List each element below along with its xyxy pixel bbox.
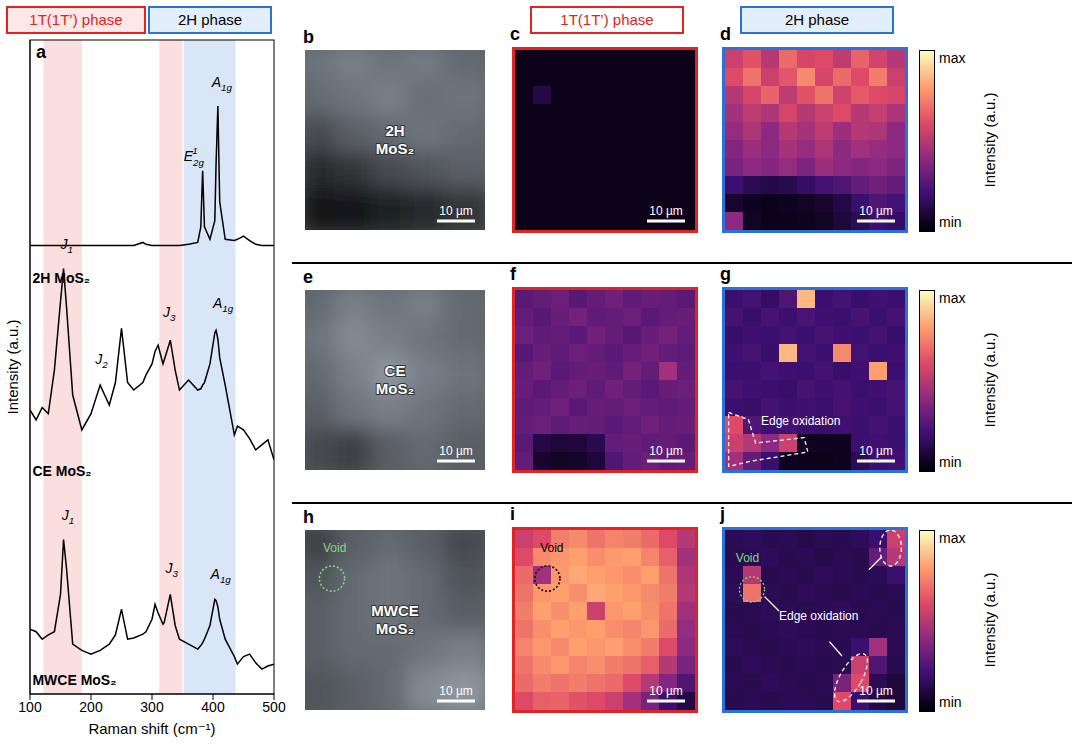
svg-text:Intensity (a.u.): Intensity (a.u.) [981, 572, 998, 667]
svg-text:10 µm: 10 µm [859, 684, 893, 698]
svg-text:J3: J3 [162, 304, 176, 323]
html-text:c: c [510, 24, 520, 44]
html-text:j: j [720, 504, 725, 524]
html-text:2H phase: 2H phase [177, 11, 243, 28]
svg-text:Void: Void [736, 551, 759, 565]
html-text:b: b [303, 27, 314, 47]
html-text:min: min [939, 214, 962, 230]
svg-text:J1: J1 [61, 507, 74, 526]
html-text:1T(1T’) phase: 1T(1T’) phase [29, 11, 123, 28]
svg-text:E2g1: E2g1 [184, 145, 205, 168]
svg-text:Edge oxidation: Edge oxidation [761, 414, 840, 428]
svg-text:Void: Void [323, 541, 346, 555]
html-text:e: e [303, 267, 313, 287]
svg-text:A1g: A1g [212, 295, 234, 314]
svg-text:J3: J3 [164, 560, 178, 579]
html-text:f: f [510, 264, 516, 284]
svg-text:A1g: A1g [210, 566, 232, 585]
svg-text:400: 400 [201, 699, 225, 715]
html-text:min: min [939, 694, 962, 710]
html-text:max: max [939, 290, 966, 306]
html-text:h: h [303, 507, 314, 527]
svg-text:500: 500 [262, 699, 286, 715]
svg-text:a: a [36, 42, 47, 62]
svg-text:10 µm: 10 µm [649, 204, 683, 218]
svg-text:10 µm: 10 µm [649, 444, 683, 458]
svg-text:CEMoS₂: CEMoS₂ [376, 362, 414, 397]
svg-text:J1: J1 [60, 236, 73, 255]
svg-text:200: 200 [79, 699, 103, 715]
svg-text:10 µm: 10 µm [859, 444, 893, 458]
svg-text:2H MoS₂: 2H MoS₂ [32, 270, 90, 286]
html-text:2H phase: 2H phase [784, 11, 850, 28]
svg-text:100: 100 [18, 699, 42, 715]
svg-text:10 µm: 10 µm [649, 684, 683, 698]
svg-text:10 µm: 10 µm [439, 444, 473, 458]
svg-text:Edge oxidation: Edge oxidation [779, 609, 858, 623]
svg-text:300: 300 [140, 699, 164, 715]
svg-text:CE MoS₂: CE MoS₂ [32, 463, 91, 479]
svg-text:Raman shift (cm⁻¹): Raman shift (cm⁻¹) [88, 720, 215, 737]
svg-text:J2: J2 [94, 351, 108, 370]
html-text:g: g [720, 264, 731, 284]
svg-text:MWCEMoS₂: MWCEMoS₂ [371, 602, 419, 637]
svg-text:Void: Void [540, 541, 563, 555]
html-text:i: i [510, 504, 515, 524]
svg-text:10 µm: 10 µm [439, 684, 473, 698]
html-text:max: max [939, 530, 966, 546]
svg-text:10 µm: 10 µm [439, 204, 473, 218]
svg-text:Intensity (a.u.): Intensity (a.u.) [981, 92, 998, 187]
svg-text:Intensity (a.u.): Intensity (a.u.) [4, 319, 21, 414]
html-text:max: max [939, 50, 966, 66]
svg-text:2HMoS₂: 2HMoS₂ [376, 122, 414, 157]
svg-text:10 µm: 10 µm [859, 204, 893, 218]
svg-text:A1g: A1g [211, 74, 233, 93]
html-text:d: d [720, 24, 731, 44]
html-text:min: min [939, 454, 962, 470]
svg-text:MWCE MoS₂: MWCE MoS₂ [32, 672, 116, 688]
svg-text:Intensity (a.u.): Intensity (a.u.) [981, 332, 998, 427]
html-text:1T(1T’) phase: 1T(1T’) phase [560, 11, 654, 28]
